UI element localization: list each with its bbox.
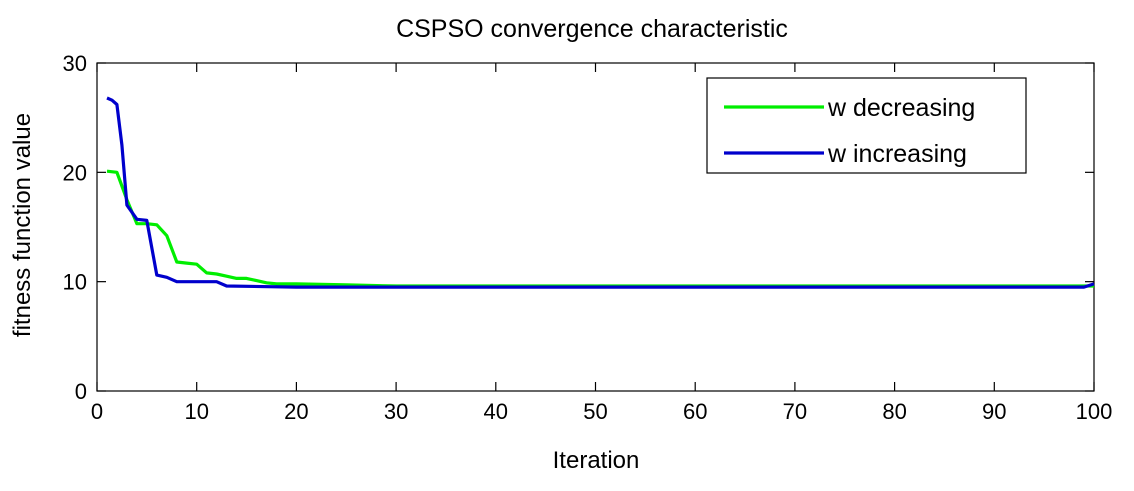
x-tick-label: 90 <box>982 399 1006 424</box>
x-tick-label: 50 <box>583 399 607 424</box>
y-axis: 0 10 20 30 <box>63 51 1094 404</box>
x-tick-label: 10 <box>184 399 208 424</box>
legend-label-2: w increasing <box>827 140 967 168</box>
x-tick-label: 80 <box>882 399 906 424</box>
x-tick-label: 20 <box>284 399 308 424</box>
y-tick-label: 0 <box>75 379 87 404</box>
x-tick-label: 40 <box>484 399 508 424</box>
x-tick-label: 70 <box>783 399 807 424</box>
legend-box <box>706 77 1027 174</box>
x-tick-label: 100 <box>1076 399 1113 424</box>
y-tick-label: 20 <box>63 160 87 185</box>
y-tick-label: 10 <box>63 270 87 295</box>
y-axis-label: fitness function value <box>9 113 36 337</box>
series-line-2 <box>106 96 1095 289</box>
x-axis: 0 10 20 30 40 50 60 70 80 90 100 <box>91 63 1112 424</box>
x-tick-label: 30 <box>384 399 408 424</box>
x-tick-label: 60 <box>683 399 707 424</box>
series-lines <box>106 96 1095 289</box>
x-tick-label: 0 <box>91 399 103 424</box>
legend-label-1: w decreasing <box>827 94 975 122</box>
x-axis-label: Iteration <box>553 447 640 474</box>
legend: w decreasing w increasing <box>706 77 1027 174</box>
chart-title: CSPSO convergence characteristic <box>396 15 788 43</box>
y-tick-label: 30 <box>63 51 87 76</box>
